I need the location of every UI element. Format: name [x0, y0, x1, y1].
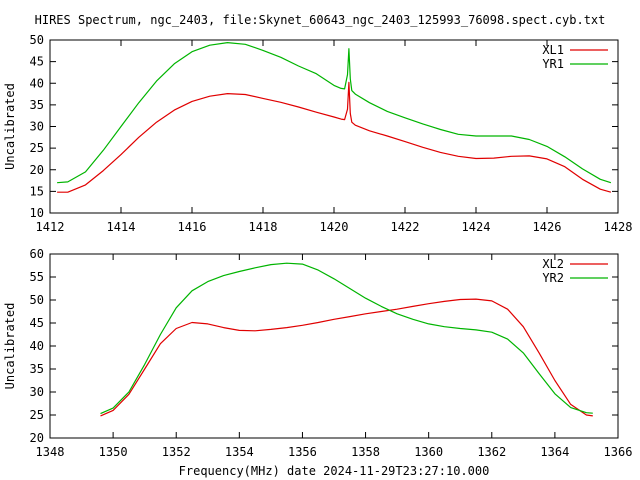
x-tick-label: 1426 [533, 220, 562, 234]
x-tick-label: 1348 [36, 445, 65, 459]
y-tick-label: 15 [30, 184, 44, 198]
x-tick-label: 1354 [225, 445, 254, 459]
y-tick-label: 20 [30, 163, 44, 177]
x-tick-label: 1360 [414, 445, 443, 459]
x-tick-label: 1414 [107, 220, 136, 234]
y-tick-label: 20 [30, 431, 44, 445]
x-tick-label: 1350 [99, 445, 128, 459]
y-axis-label: Uncalibrated [3, 303, 17, 390]
x-tick-label: 1418 [249, 220, 278, 234]
plot-frame [49, 253, 619, 439]
legend-label-yr2: YR2 [542, 271, 564, 285]
lower-spectrum-plot: 20 25 30 35 40 45 50 55 60 1348 1350 1352 1354 1356 13… [3, 247, 632, 459]
y-tick-label: 45 [30, 316, 44, 330]
x-tick-label: 1356 [288, 445, 317, 459]
series-line-xl1 [57, 81, 612, 193]
y-tick-label: 35 [30, 98, 44, 112]
y-tick-label: 55 [30, 270, 44, 284]
plot-frame [49, 39, 619, 214]
x-tick-label: 1364 [540, 445, 569, 459]
y-tick-label: 35 [30, 362, 44, 376]
y-tick-label: 10 [30, 206, 44, 220]
x-axis-footer-label: Frequency(MHz) date 2024-11-29T23:27:10.… [179, 464, 490, 478]
series-line-xl2 [100, 298, 593, 417]
x-tick-label: 1358 [351, 445, 380, 459]
y-tick-label: 50 [30, 293, 44, 307]
legend-label-xl1: XL1 [542, 43, 564, 57]
x-tick-label: 1428 [604, 220, 633, 234]
series-line-yr1 [57, 41, 612, 184]
x-tick-label: 1424 [462, 220, 491, 234]
x-tick-label: 1352 [162, 445, 191, 459]
y-tick-label: 30 [30, 120, 44, 134]
y-tick-label: 25 [30, 408, 44, 422]
y-axis-label: Uncalibrated [3, 83, 17, 170]
x-tick-label: 1362 [477, 445, 506, 459]
legend-label-yr1: YR1 [542, 57, 564, 71]
x-tick-label: 1420 [320, 220, 349, 234]
legend-label-xl2: XL2 [542, 257, 564, 271]
x-tick-label: 1416 [178, 220, 207, 234]
x-tick-label: 1412 [36, 220, 65, 234]
y-tick-label: 30 [30, 385, 44, 399]
y-tick-label: 50 [30, 33, 44, 47]
y-tick-label: 40 [30, 339, 44, 353]
upper-spectrum-plot: 10 15 20 25 30 35 40 45 50 1412 1414 1416 1418 1420 14… [3, 33, 632, 234]
y-tick-label: 25 [30, 141, 44, 155]
series-line-yr2 [100, 262, 593, 415]
figure-title: HIRES Spectrum, ngc_2403, file:Skynet_60… [35, 13, 606, 27]
x-tick-label: 1366 [604, 445, 633, 459]
y-tick-label: 60 [30, 247, 44, 261]
y-tick-label: 40 [30, 76, 44, 90]
x-tick-label: 1422 [391, 220, 420, 234]
y-tick-label: 45 [30, 55, 44, 69]
